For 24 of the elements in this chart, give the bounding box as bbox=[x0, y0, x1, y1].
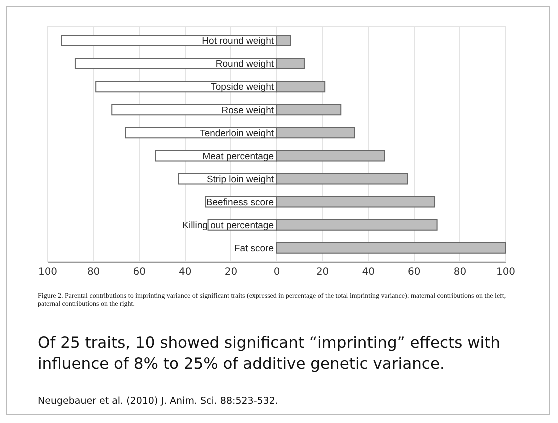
x-tick-label: 20 bbox=[224, 267, 238, 278]
x-tick-label: 100 bbox=[38, 267, 58, 278]
x-tick-label: 60 bbox=[133, 267, 146, 278]
x-tick-label: 80 bbox=[87, 267, 100, 278]
y-tick-label: Fat score bbox=[234, 244, 274, 255]
text: Of 25 traits, 10 showed significant “imprinting” effects with influence of 8% to 25% of additive genetic variance. bbox=[38, 333, 502, 375]
y-tick-label: Killing out percentage bbox=[182, 220, 274, 232]
y-tick-label: Round weight bbox=[216, 59, 274, 70]
x-tick-label: 100 bbox=[496, 267, 516, 278]
y-tick-label: Strip loin weight bbox=[206, 174, 274, 186]
y-tick-label: Meat percentage bbox=[202, 151, 274, 162]
x-tick-label: 0 bbox=[274, 267, 280, 278]
x-tick-label: 40 bbox=[179, 267, 192, 278]
y-tick-label: Hot round weight bbox=[202, 36, 274, 48]
y-tick-label: Rose weight bbox=[222, 105, 274, 116]
text: Neugebauer et al. (2010) J. Anim. Sci. 88:523-532. bbox=[38, 396, 280, 407]
y-tick-label: Beefiness score bbox=[206, 197, 274, 208]
x-tick-label: 20 bbox=[316, 267, 330, 278]
bar bbox=[276, 242, 506, 254]
y-tick-label: Tenderloin weight bbox=[200, 128, 274, 140]
x-tick-label: 60 bbox=[408, 267, 421, 278]
y-tick-label: Topside weight bbox=[211, 82, 274, 94]
x-tick-label: 80 bbox=[454, 267, 467, 278]
x-tick-label: 40 bbox=[362, 267, 375, 278]
